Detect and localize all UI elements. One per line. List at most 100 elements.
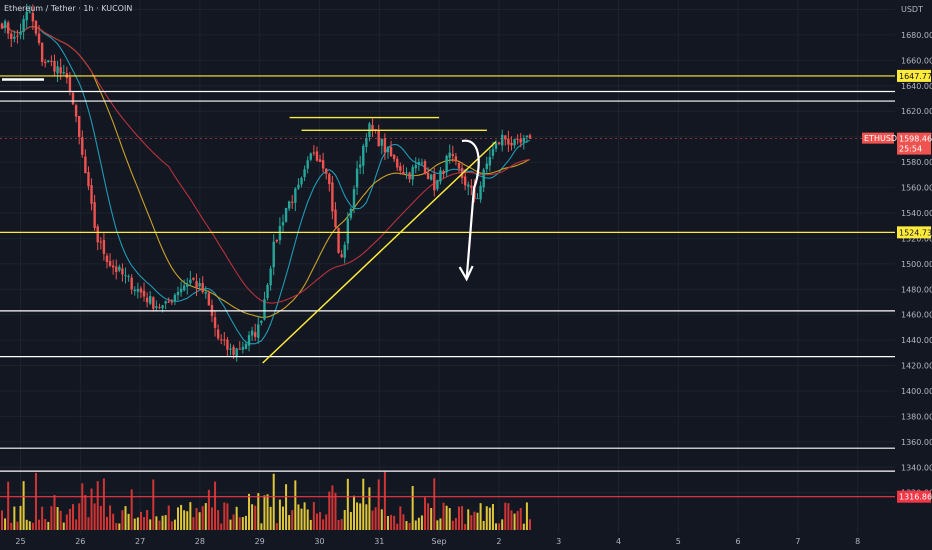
volume-bar xyxy=(87,517,90,530)
candle-body xyxy=(482,169,485,188)
chart-title: Ethereum / Tether · 1h · KUCOIN xyxy=(4,4,133,13)
candle-body xyxy=(216,329,220,339)
candle-body xyxy=(414,165,417,169)
candle-body xyxy=(241,346,245,350)
chart-grid xyxy=(0,0,895,534)
volume-bar xyxy=(269,506,272,530)
volume-bar xyxy=(1,510,3,530)
candle-body xyxy=(275,239,279,242)
candle-body xyxy=(19,31,22,35)
candle-body xyxy=(491,149,495,156)
volume-bar xyxy=(127,513,130,530)
candle-body xyxy=(145,297,149,303)
candle-body xyxy=(507,138,510,145)
candle-body xyxy=(3,21,7,29)
moving-averages xyxy=(1,24,531,345)
volume-bar xyxy=(495,523,498,530)
candle-body xyxy=(448,152,451,158)
volume-bar xyxy=(291,510,294,530)
volume-bar xyxy=(59,510,62,530)
price-tick-label: 1580.00 xyxy=(901,158,932,167)
volume-bar xyxy=(44,519,47,530)
volume-bar xyxy=(4,518,7,530)
time-tick-label: 28 xyxy=(195,537,205,546)
volume-bar xyxy=(476,512,479,530)
candle-body xyxy=(331,182,334,212)
volume-bar xyxy=(411,485,414,530)
price-axis: USDT1680.001660.001640.001620.001600.001… xyxy=(862,0,932,550)
volume-bar xyxy=(25,519,28,530)
moving-average-line xyxy=(1,24,531,345)
candle-body xyxy=(115,266,118,273)
volume-bar xyxy=(189,502,192,530)
price-tick-label: 1620.00 xyxy=(901,107,932,116)
candle-body xyxy=(346,218,350,244)
candle-body xyxy=(266,284,269,299)
candle-body xyxy=(158,307,161,309)
volume-bar xyxy=(161,515,164,530)
candle-body xyxy=(479,185,482,200)
candle-body xyxy=(306,160,309,169)
candle-body xyxy=(386,146,390,153)
candle-body xyxy=(417,162,421,165)
volume-bar xyxy=(491,504,494,530)
volume-bar xyxy=(300,508,303,530)
volume-bar xyxy=(152,479,155,530)
volume-bar xyxy=(260,523,263,530)
volume-bar xyxy=(399,506,402,530)
candle-body xyxy=(71,92,75,105)
candle-body xyxy=(488,156,492,166)
candle-body xyxy=(77,115,81,137)
time-tick-label: 29 xyxy=(255,537,265,546)
candle-body xyxy=(105,255,109,262)
candle-body xyxy=(176,292,180,296)
price-tick-label: 1680.00 xyxy=(901,31,932,40)
down-arrow xyxy=(461,139,480,280)
volume-bar xyxy=(75,519,78,530)
volume-bar xyxy=(164,515,167,530)
time-tick-label: 2 xyxy=(496,537,501,546)
candle-body xyxy=(429,174,433,180)
volume-bar xyxy=(337,519,340,530)
candle-body xyxy=(161,305,164,309)
candle-body xyxy=(247,335,251,346)
candle-body xyxy=(297,184,300,189)
volume-bar xyxy=(461,506,464,530)
symbol-badge xyxy=(862,132,894,144)
candle-body xyxy=(494,143,498,149)
candle-body xyxy=(260,320,263,323)
price-tick-label: 1480.00 xyxy=(901,285,932,294)
candle-body xyxy=(121,268,124,275)
candle-body xyxy=(423,161,427,175)
candle-body xyxy=(383,138,387,153)
candle-body xyxy=(59,67,62,74)
exchange: KUCOIN xyxy=(101,4,133,13)
candle-body xyxy=(380,138,383,146)
volume-bar xyxy=(31,522,34,530)
volume-bar xyxy=(522,523,525,530)
price-tick-label: 1420.00 xyxy=(901,362,932,371)
volume-bar xyxy=(353,495,355,530)
volume-bar xyxy=(272,473,275,530)
volume-bar xyxy=(192,517,195,530)
volume-bar xyxy=(68,508,71,530)
candle-body xyxy=(269,268,272,286)
volume-bar xyxy=(115,523,118,530)
current-price-badge xyxy=(897,132,931,155)
candle-body xyxy=(396,158,399,168)
volume-bar xyxy=(285,484,288,530)
candle-body xyxy=(463,176,467,186)
currency-label: USDT xyxy=(901,5,923,14)
candle-body xyxy=(139,288,143,293)
candle-body xyxy=(272,241,275,268)
volume-bar xyxy=(210,507,213,530)
volume-bar xyxy=(525,502,528,530)
candle-body xyxy=(223,339,226,341)
volume-bar xyxy=(220,523,223,530)
volume-bar xyxy=(34,472,37,530)
candle-body xyxy=(226,339,229,350)
candle-body xyxy=(149,296,152,304)
volume-bar xyxy=(102,478,105,530)
candle-body xyxy=(13,36,16,39)
